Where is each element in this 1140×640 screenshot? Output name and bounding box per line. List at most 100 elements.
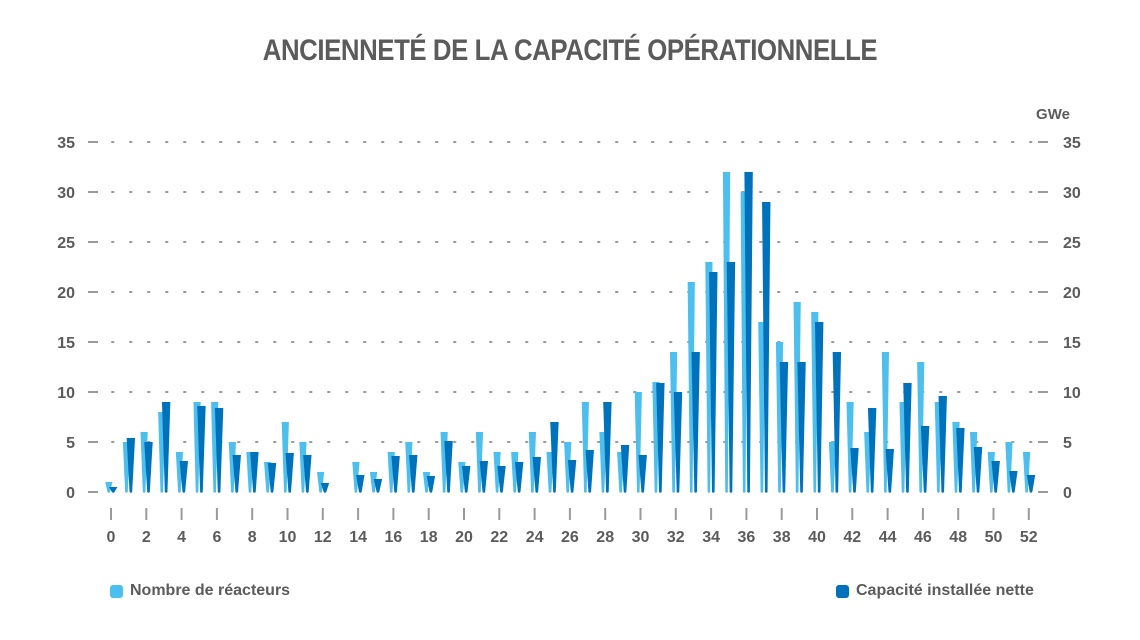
bar-capacite-2	[144, 442, 153, 493]
bar-reacteurs-11	[299, 442, 307, 493]
x-tick-42: 42	[843, 529, 861, 546]
bar-capacite-11	[303, 455, 312, 493]
bar-capacite-51	[1009, 471, 1018, 493]
x-tick-34: 34	[702, 529, 720, 546]
bar-reacteurs-14	[352, 462, 360, 493]
bar-reacteurs-15	[369, 472, 378, 493]
y-tick-right-15: 15	[1063, 335, 1081, 352]
bar-capacite-20	[462, 466, 471, 493]
x-tick-4: 4	[177, 529, 186, 546]
bar-capacite-40	[815, 322, 824, 493]
y-tick-left-30: 30	[57, 185, 75, 202]
x-tick-44: 44	[879, 529, 897, 546]
bar-capacite-16	[391, 456, 400, 493]
y-tick-left-20: 20	[57, 285, 75, 302]
y-tick-left-35: 35	[57, 135, 75, 152]
bar-capacite-10	[285, 453, 294, 493]
x-tick-28: 28	[596, 529, 614, 546]
bar-reacteurs-39	[793, 302, 801, 493]
bar-reacteurs-24	[528, 432, 536, 493]
bar-capacite-46	[920, 426, 930, 493]
y-tick-left-0: 0	[66, 485, 75, 502]
bar-reacteurs-0	[105, 482, 113, 493]
bar-capacite-28	[603, 402, 612, 493]
bar-capacite-48	[956, 428, 965, 493]
bar-capacite-26	[567, 460, 577, 493]
x-tick-2: 2	[142, 529, 151, 546]
bar-capacite-31	[656, 383, 665, 493]
bar-capacite-36	[744, 172, 753, 493]
x-tick-18: 18	[420, 529, 438, 546]
bar-capacite-24	[532, 457, 541, 493]
bar-capacite-42	[850, 448, 859, 493]
chart-title: ANCIENNETÉ DE LA CAPACITÉ OPÉRATIONNELLE	[262, 34, 878, 67]
y-tick-right-35: 35	[1063, 135, 1081, 152]
bar-reacteurs-33	[687, 282, 695, 493]
bar-reacteurs-25	[546, 452, 554, 493]
x-tick-22: 22	[490, 529, 508, 546]
y-tick-right-30: 30	[1063, 185, 1081, 202]
bar-capacite-44	[885, 449, 894, 493]
x-tick-12: 12	[314, 529, 332, 546]
bar-capacite-37	[762, 202, 771, 493]
y-tick-left-15: 15	[57, 335, 75, 352]
x-tick-40: 40	[808, 529, 826, 546]
bar-capacite-12	[320, 483, 330, 493]
bar-reacteurs-7	[228, 442, 236, 493]
bar-reacteurs-17	[405, 442, 413, 493]
legend-item-capacite: Capacité installée nette	[836, 582, 1034, 600]
bar-reacteurs-10	[281, 422, 289, 493]
x-tick-32: 32	[667, 529, 685, 546]
bar-capacite-47	[938, 396, 947, 493]
legend-item-reacteurs: Nombre de réacteurs	[110, 582, 290, 600]
bar-capacite-15	[373, 479, 383, 493]
bar-capacite-52	[1026, 475, 1036, 493]
bar-capacite-49	[973, 447, 983, 493]
bar-capacite-39	[797, 362, 806, 493]
x-tick-48: 48	[949, 529, 967, 546]
legend-label-capacite: Capacité installée nette	[856, 582, 1034, 599]
y-tick-right-25: 25	[1063, 235, 1081, 252]
x-tick-0: 0	[107, 529, 116, 546]
legend-swatch-capacite	[836, 584, 849, 598]
bar-capacite-45	[903, 383, 912, 493]
bars	[105, 172, 1036, 493]
x-tick-10: 10	[279, 529, 297, 546]
bar-capacite-5	[197, 406, 206, 493]
bar-reacteurs-22	[493, 452, 501, 493]
bar-capacite-30	[638, 455, 647, 493]
bar-reacteurs-37	[758, 322, 766, 493]
x-tick-24: 24	[526, 529, 544, 546]
x-tick-14: 14	[349, 529, 367, 546]
bar-capacite-8	[250, 452, 259, 493]
x-tick-20: 20	[455, 529, 473, 546]
bar-capacite-14	[356, 475, 365, 493]
bar-capacite-4	[179, 461, 188, 493]
bar-reacteurs-35	[722, 172, 731, 493]
gridlines	[111, 141, 1036, 443]
bar-capacite-21	[479, 461, 489, 493]
bar-reacteurs-32	[670, 352, 678, 493]
y-tick-right-5: 5	[1063, 435, 1072, 452]
legend-swatch-reacteurs	[110, 584, 123, 598]
x-axis: 0 2 4 6 8 10 12 14 16 18 20 22 24 26 28 30 32 34 36 38 40 42 4…	[107, 508, 1038, 546]
y2-unit-label: GWe	[1036, 106, 1070, 123]
x-tick-50: 50	[985, 529, 1003, 546]
bar-capacite-35	[726, 262, 736, 493]
bar-capacite-43	[867, 408, 877, 493]
bar-reacteurs-41	[828, 442, 837, 493]
x-tick-38: 38	[773, 529, 791, 546]
bar-capacite-23	[514, 462, 524, 493]
bar-capacite-1	[126, 438, 136, 493]
x-tick-8: 8	[248, 529, 257, 546]
bar-capacite-7	[232, 455, 241, 493]
bar-capacite-19	[444, 441, 453, 493]
bar-capacite-33	[691, 352, 700, 493]
y-tick-left-25: 25	[57, 235, 75, 252]
bar-capacite-25	[550, 422, 559, 493]
bar-capacite-22	[497, 466, 506, 493]
bar-capacite-9	[267, 463, 277, 493]
bar-capacite-0	[109, 487, 118, 493]
y-axis-right: 0 5 10 15 20 25 30 35	[1038, 135, 1081, 502]
